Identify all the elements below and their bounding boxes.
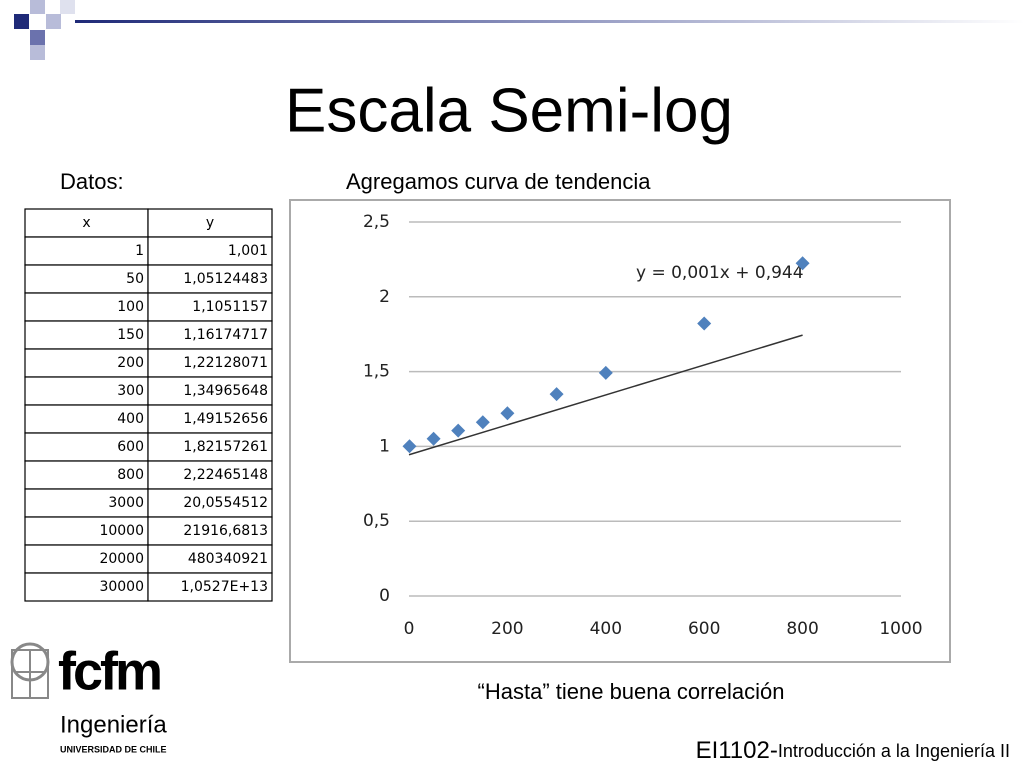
table-cell: [147, 572, 273, 602]
table-header: x: [82, 215, 90, 231]
x-tick-label: 400: [590, 619, 622, 639]
table-value: 150: [117, 327, 144, 343]
table-value: 100: [117, 299, 144, 315]
table-value: 200: [117, 355, 144, 371]
data-point: [402, 439, 417, 454]
data-point: [500, 406, 515, 421]
table-label: Datos:: [60, 169, 124, 194]
logo: fcfm Ingeniería UNIVERSIDAD DE CHILE: [10, 641, 167, 754]
y-tick-label: 0: [379, 586, 390, 606]
data-point: [475, 415, 490, 430]
table-cell: [147, 208, 273, 238]
table-value: 10000: [99, 523, 144, 539]
table-value: 1: [135, 243, 144, 259]
x-tick-label: 0: [404, 619, 415, 639]
data-point: [426, 431, 441, 446]
y-tick-label: 1,5: [363, 362, 390, 382]
table-cell: [24, 404, 149, 434]
x-tick-label: 800: [786, 619, 818, 639]
table-value: 480340921: [188, 551, 268, 567]
table-cell: [147, 264, 273, 294]
chart-frame: [289, 199, 951, 663]
table-value: 1,1051157: [192, 299, 268, 315]
table-cell: [147, 488, 273, 518]
table-value: 1,22128071: [183, 355, 268, 371]
table-value: 300: [117, 383, 144, 399]
table-value: 1,16174717: [183, 327, 268, 343]
table-value: 1,34965648: [183, 383, 268, 399]
table-cell: [147, 348, 273, 378]
table-cell: [147, 292, 273, 322]
table-value: 20000: [99, 551, 144, 567]
data-point: [795, 256, 810, 271]
footer-course: Introducción a la Ingeniería II: [778, 741, 1010, 761]
table-value: 1,49152656: [183, 411, 268, 427]
logo-university: UNIVERSIDAD DE CHILE: [60, 744, 167, 754]
slide-title: Escala Semi-log: [285, 76, 733, 145]
table-value: 30000: [99, 579, 144, 595]
decoration: [14, 0, 1024, 60]
caption: “Hasta” tiene buena correlación: [478, 679, 785, 704]
table-cell: [24, 572, 149, 602]
table-cell: [24, 432, 149, 462]
table-cell: [147, 432, 273, 462]
table-cell: [147, 516, 273, 546]
table-value: 1,05124483: [183, 271, 268, 287]
x-tick-label: 200: [491, 619, 523, 639]
table-value: 1,001: [228, 243, 268, 259]
table-value: 800: [117, 467, 144, 483]
trendline-label: y = 0,001x + 0,944: [636, 263, 804, 283]
data-point: [451, 423, 466, 438]
table-value: 400: [117, 411, 144, 427]
y-tick-label: 1: [379, 436, 390, 456]
data-point: [549, 387, 564, 402]
data-point: [697, 316, 712, 331]
y-tick-label: 2,5: [363, 212, 390, 232]
x-tick-label: 1000: [879, 619, 922, 639]
x-tick-label: 600: [688, 619, 720, 639]
y-tick-label: 2: [379, 287, 390, 307]
table-cell: [24, 292, 149, 322]
table-value: 21916,6813: [183, 523, 268, 539]
table-value: 20,0554512: [183, 495, 268, 511]
chart-label: Agregamos curva de tendencia: [346, 169, 651, 194]
table-cell: [147, 236, 273, 266]
logo-faculty: Ingeniería: [60, 711, 167, 738]
footer: EI1102-Introducción a la Ingeniería II: [696, 737, 1010, 764]
data-point: [598, 365, 613, 380]
y-tick-label: 0,5: [363, 511, 390, 531]
table-cell: [147, 404, 273, 434]
table-cell: [147, 376, 273, 406]
table-value: 600: [117, 439, 144, 455]
table-cell: [24, 236, 149, 266]
table-cell: [147, 460, 273, 490]
table-value: 1,0527E+13: [181, 579, 268, 595]
table-value: 3000: [108, 495, 144, 511]
footer-code: EI1102-: [696, 737, 778, 764]
table-value: 1,82157261: [183, 439, 268, 455]
logo-brand: fcfm: [58, 641, 160, 701]
table-header: y: [206, 215, 214, 231]
table-value: 2,22465148: [183, 467, 268, 483]
table-value: 50: [126, 271, 144, 287]
trendline: [408, 334, 803, 456]
